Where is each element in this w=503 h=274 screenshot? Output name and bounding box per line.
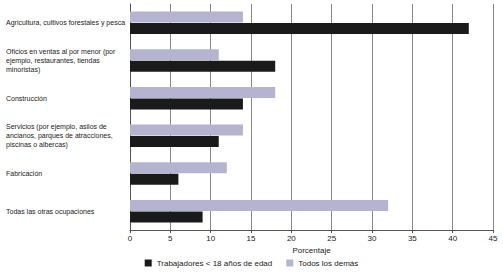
svg-text:10: 10 (206, 234, 215, 243)
svg-text:Servicios (por ejemplo, asilos: Servicios (por ejemplo, asilos de (6, 123, 109, 131)
svg-text:ancianos, parques de atraccion: ancianos, parques de atracciones, (6, 132, 115, 140)
svg-text:0: 0 (128, 234, 133, 243)
svg-text:15: 15 (247, 234, 256, 243)
svg-text:Todas las otras ocupaciones: Todas las otras ocupaciones (6, 208, 95, 216)
svg-text:Todos los demás: Todos los demás (298, 259, 358, 268)
svg-text:30: 30 (368, 234, 377, 243)
svg-text:Trabajadores < 18 años de edad: Trabajadores < 18 años de edad (157, 259, 273, 268)
svg-text:Agricultura, cultivos forestal: Agricultura, cultivos forestales y pesca (6, 19, 125, 27)
svg-text:45: 45 (489, 234, 498, 243)
svg-text:Oficios en ventas al por menor: Oficios en ventas al por menor (por (6, 48, 117, 56)
svg-text:ejemplo, restaurantes, tiendas: ejemplo, restaurantes, tiendas (6, 57, 102, 65)
svg-text:Fabricación: Fabricación (6, 170, 42, 177)
svg-text:piscinas o albercas): piscinas o albercas) (6, 141, 68, 149)
svg-text:minoristas): minoristas) (6, 66, 40, 74)
svg-text:20: 20 (287, 234, 296, 243)
svg-text:25: 25 (327, 234, 336, 243)
svg-text:40: 40 (448, 234, 457, 243)
svg-text:Porcentaje: Porcentaje (292, 246, 331, 255)
svg-text:35: 35 (408, 234, 417, 243)
svg-text:Construcción: Construcción (6, 95, 47, 102)
svg-text:5: 5 (168, 234, 173, 243)
